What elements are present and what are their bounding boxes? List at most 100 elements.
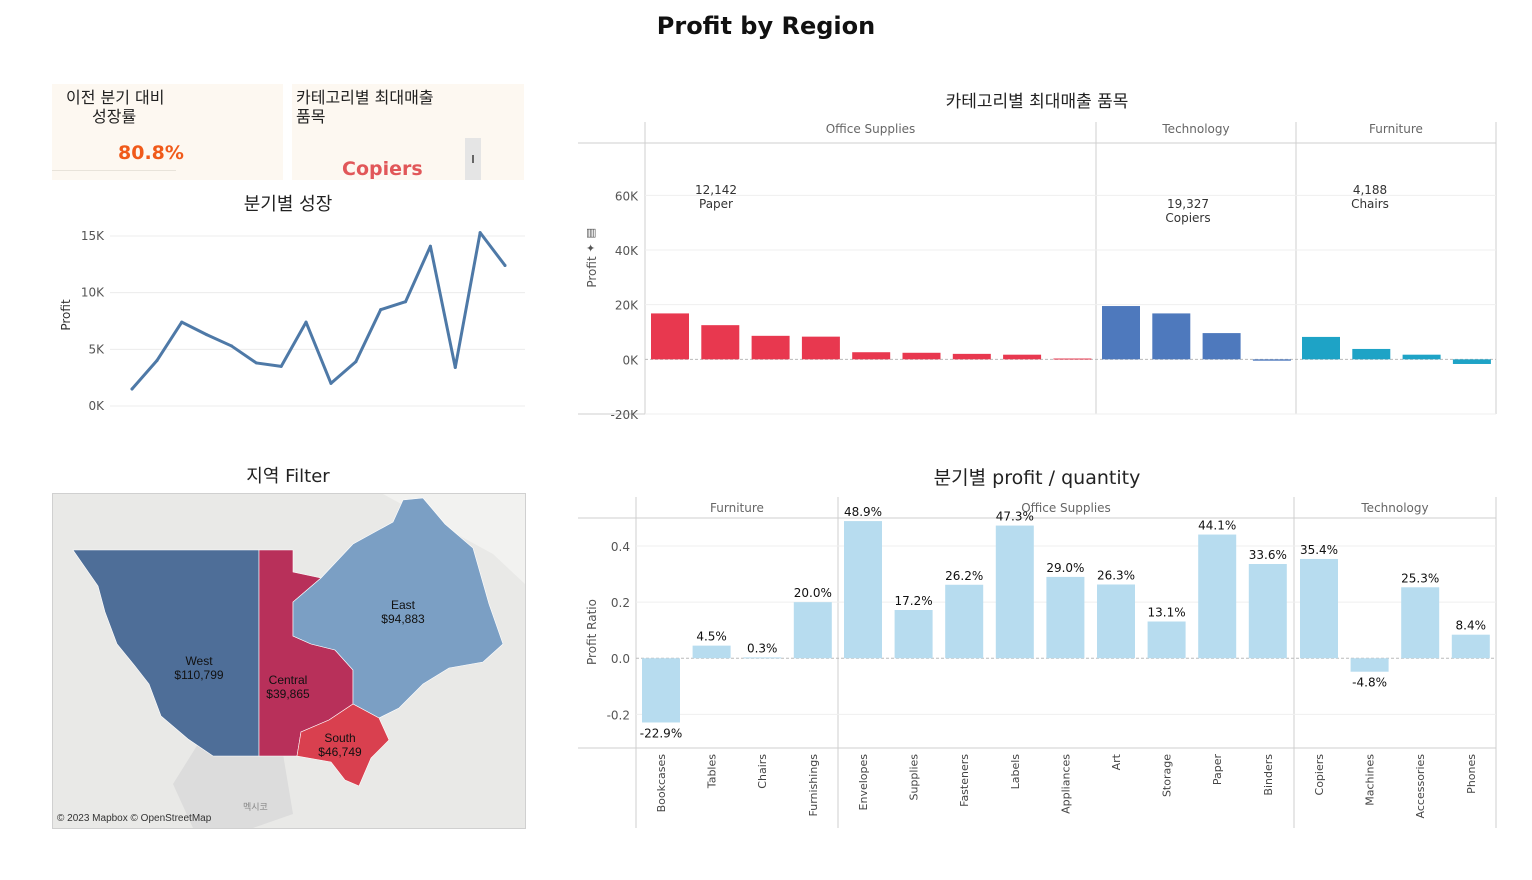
bottom-chart-bar bbox=[1300, 558, 1338, 659]
bottom-chart-data-label: -22.9% bbox=[640, 726, 682, 740]
kpi-growth-label-2: 성장률 bbox=[92, 107, 137, 126]
bottom-chart-y-tick: 0.2 bbox=[611, 596, 630, 610]
bottom-chart-bar bbox=[1097, 584, 1135, 659]
line-chart-point bbox=[404, 300, 408, 304]
top-chart-annotation-value: 19,327 bbox=[1167, 197, 1209, 211]
bottom-chart-data-label: 26.2% bbox=[945, 569, 983, 583]
bottom-chart-bar bbox=[945, 584, 984, 659]
top-bar-chart-title: 카테고리별 최대매출 품목 bbox=[945, 92, 1129, 112]
line-chart-point bbox=[180, 320, 184, 324]
map-title: 지역 Filter bbox=[246, 466, 330, 487]
top-chart-annotation-value: 12,142 bbox=[695, 183, 737, 197]
bottom-chart-bar bbox=[844, 521, 882, 659]
line-chart-title: 분기별 성장 bbox=[243, 194, 333, 215]
line-chart-point bbox=[130, 387, 134, 391]
bottom-chart-bar bbox=[692, 645, 731, 659]
kpi-growth-card[interactable]: 이전 분기 대비 성장률 80.8% bbox=[52, 84, 283, 180]
line-chart-point bbox=[503, 263, 507, 267]
top-chart-bar bbox=[1102, 306, 1140, 360]
bottom-chart-bar bbox=[1198, 534, 1237, 659]
top-chart-sort-icon: ▥ bbox=[586, 226, 596, 239]
top-chart-bar bbox=[852, 352, 891, 360]
bottom-chart-bar bbox=[1248, 564, 1287, 659]
bottom-chart-category-label: Fasteners bbox=[958, 754, 971, 807]
line-chart-point bbox=[304, 320, 308, 324]
top-chart-bar bbox=[1302, 336, 1340, 360]
top-chart-annotation-value: 4,188 bbox=[1353, 183, 1387, 197]
top-chart-panel-header: Office Supplies bbox=[826, 122, 916, 136]
line-chart-y-tick: 5K bbox=[88, 342, 105, 356]
map-credit: © 2023 Mapbox © OpenStreetMap bbox=[57, 813, 212, 824]
bottom-chart-bar bbox=[1451, 634, 1490, 659]
bottom-chart-category-label: Accessories bbox=[1414, 754, 1427, 819]
line-chart-point bbox=[379, 308, 383, 312]
bottom-chart-y-tick: 0.0 bbox=[611, 652, 630, 666]
bottom-chart-category-label: Appliances bbox=[1059, 754, 1072, 814]
kpi-divider bbox=[52, 170, 176, 171]
bottom-chart-category-label: Supplies bbox=[908, 754, 921, 801]
map-label-south: South $46,749 bbox=[318, 731, 362, 759]
bottom-chart-data-label: -4.8% bbox=[1352, 676, 1387, 690]
map-country-label: 멕시코 bbox=[243, 803, 268, 813]
line-chart-point bbox=[428, 244, 432, 248]
bottom-chart-data-label: 48.9% bbox=[844, 505, 882, 519]
bottom-chart-panel-header: Furniture bbox=[710, 501, 764, 515]
bottom-chart-bar bbox=[743, 657, 782, 659]
top-chart-y-tick: 0K bbox=[622, 353, 639, 367]
bottom-chart-bar bbox=[1350, 658, 1389, 672]
map-shapes bbox=[53, 494, 525, 828]
top-chart-y-tick: 60K bbox=[615, 189, 639, 203]
bottom-chart-data-label: 0.3% bbox=[747, 641, 778, 655]
bottom-chart-data-label: 17.2% bbox=[895, 594, 933, 608]
top-chart-bar bbox=[701, 325, 740, 360]
line-chart-point bbox=[254, 361, 258, 365]
kpi-scrollbar[interactable] bbox=[465, 138, 481, 180]
map-label-central: Central $39,865 bbox=[266, 673, 310, 701]
bottom-chart-data-label: 26.3% bbox=[1097, 568, 1135, 582]
top-chart-bar bbox=[1053, 358, 1092, 360]
map-region-south[interactable] bbox=[296, 703, 390, 787]
bottom-chart-y-tick: 0.4 bbox=[611, 540, 630, 554]
map-region-east[interactable] bbox=[292, 497, 504, 719]
top-chart-pin-icon: ✦ bbox=[586, 242, 595, 255]
bottom-chart-category-label: Binders bbox=[1262, 754, 1275, 796]
bottom-chart-bar bbox=[894, 610, 933, 659]
bottom-chart-category-label: Paper bbox=[1211, 754, 1224, 786]
bottom-chart-data-label: 25.3% bbox=[1401, 571, 1439, 585]
bottom-chart-ylabel: Profit Ratio bbox=[585, 599, 599, 665]
top-chart-annotation-item: Paper bbox=[699, 197, 733, 211]
bottom-chart-panel-header: Technology bbox=[1360, 501, 1428, 515]
top-chart-bar bbox=[1003, 354, 1042, 360]
bottom-chart-data-label: 13.1% bbox=[1148, 606, 1186, 620]
region-filter-map[interactable]: West $110,799 Central $39,865 East $94,883 … bbox=[52, 493, 526, 829]
scrollbar-thumb-icon bbox=[472, 155, 474, 163]
bottom-chart-bar bbox=[1046, 576, 1085, 659]
kpi-top-item-card[interactable]: 카테고리별 최대매출 품목 Copiers bbox=[292, 84, 524, 180]
kpi-top-item-label: 카테고리별 최대매출 bbox=[296, 88, 434, 107]
top-chart-bar bbox=[1152, 313, 1191, 360]
category-top-sales-bar-chart[interactable]: -20K 0K 20K 40K 60K Profit ▥ ✦ Office Supplies Te… bbox=[0, 0, 1532, 430]
bottom-chart-y-tick: -0.2 bbox=[607, 708, 630, 722]
kpi-top-item-value: Copiers bbox=[342, 158, 423, 180]
bottom-chart-data-label: 8.4% bbox=[1456, 619, 1487, 633]
line-chart-y-tick: 0K bbox=[88, 399, 105, 413]
map-label-west: West $110,799 bbox=[174, 654, 224, 682]
bottom-chart-data-label: 29.0% bbox=[1046, 561, 1084, 575]
top-chart-annotation-item: Chairs bbox=[1351, 197, 1389, 211]
top-chart-annotation-item: Copiers bbox=[1165, 211, 1210, 225]
top-chart-bar bbox=[1202, 333, 1241, 360]
kpi-growth-value: 80.8% bbox=[118, 142, 184, 164]
bottom-chart-data-label: 33.6% bbox=[1249, 548, 1287, 562]
bottom-chart-data-label: 47.3% bbox=[996, 510, 1034, 524]
line-chart-point bbox=[478, 231, 482, 235]
top-chart-y-tick: 40K bbox=[615, 244, 639, 258]
line-chart-point bbox=[229, 344, 233, 348]
bottom-chart-category-label: Copiers bbox=[1313, 754, 1326, 796]
line-chart-point bbox=[205, 333, 209, 337]
bottom-chart-category-label: Bookcases bbox=[655, 754, 668, 813]
bottom-chart-category-label: Art bbox=[1110, 753, 1123, 770]
bottom-chart-data-label: 44.1% bbox=[1198, 519, 1236, 533]
quarterly-profit-line-chart[interactable]: 0K 5K 10K 15K bbox=[0, 0, 540, 430]
top-chart-bar bbox=[651, 313, 689, 360]
